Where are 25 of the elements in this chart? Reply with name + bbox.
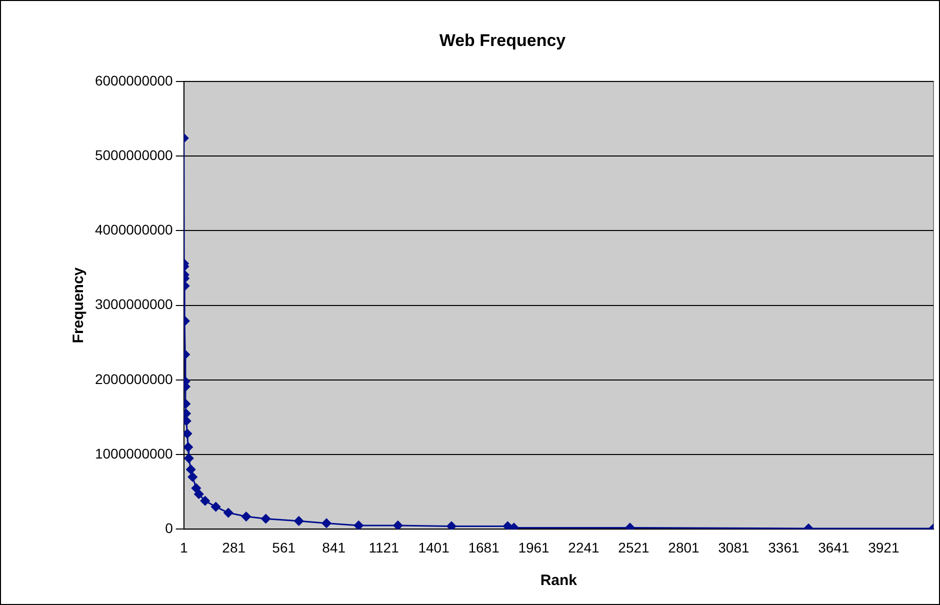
y-tick-label: 6000000000 bbox=[94, 72, 174, 88]
x-tick-label: 3921 bbox=[868, 539, 900, 556]
x-tick-label: 3361 bbox=[768, 539, 800, 556]
y-axis-title: Frequency bbox=[70, 266, 88, 344]
x-axis-title: Rank bbox=[540, 572, 578, 590]
x-tick-label: 2801 bbox=[668, 539, 700, 556]
x-tick-label: 841 bbox=[322, 539, 346, 556]
y-tick-label: 2000000000 bbox=[94, 370, 174, 387]
chart-title: Web Frequency bbox=[439, 30, 566, 50]
x-tick-label: 1681 bbox=[468, 539, 500, 556]
x-tick-label: 1961 bbox=[518, 539, 550, 556]
y-tick-label: 1000000000 bbox=[94, 445, 174, 462]
y-tick-label: 4000000000 bbox=[94, 222, 174, 238]
x-tick-label: 1121 bbox=[368, 539, 400, 556]
x-tick-label: 2521 bbox=[618, 539, 650, 556]
x-tick-label: 1 bbox=[180, 539, 188, 556]
x-tick-label: 3641 bbox=[818, 539, 850, 556]
x-tick-label: 3081 bbox=[718, 539, 750, 556]
x-tick-label: 2241 bbox=[568, 539, 600, 556]
y-tick-label: 0 bbox=[165, 520, 174, 536]
x-tick-label: 281 bbox=[222, 539, 246, 556]
y-tick-label: 5000000000 bbox=[94, 146, 174, 163]
x-tick-label: 561 bbox=[272, 539, 296, 556]
x-tick-label: 1401 bbox=[418, 539, 450, 556]
y-tick-label: 3000000000 bbox=[94, 296, 174, 312]
